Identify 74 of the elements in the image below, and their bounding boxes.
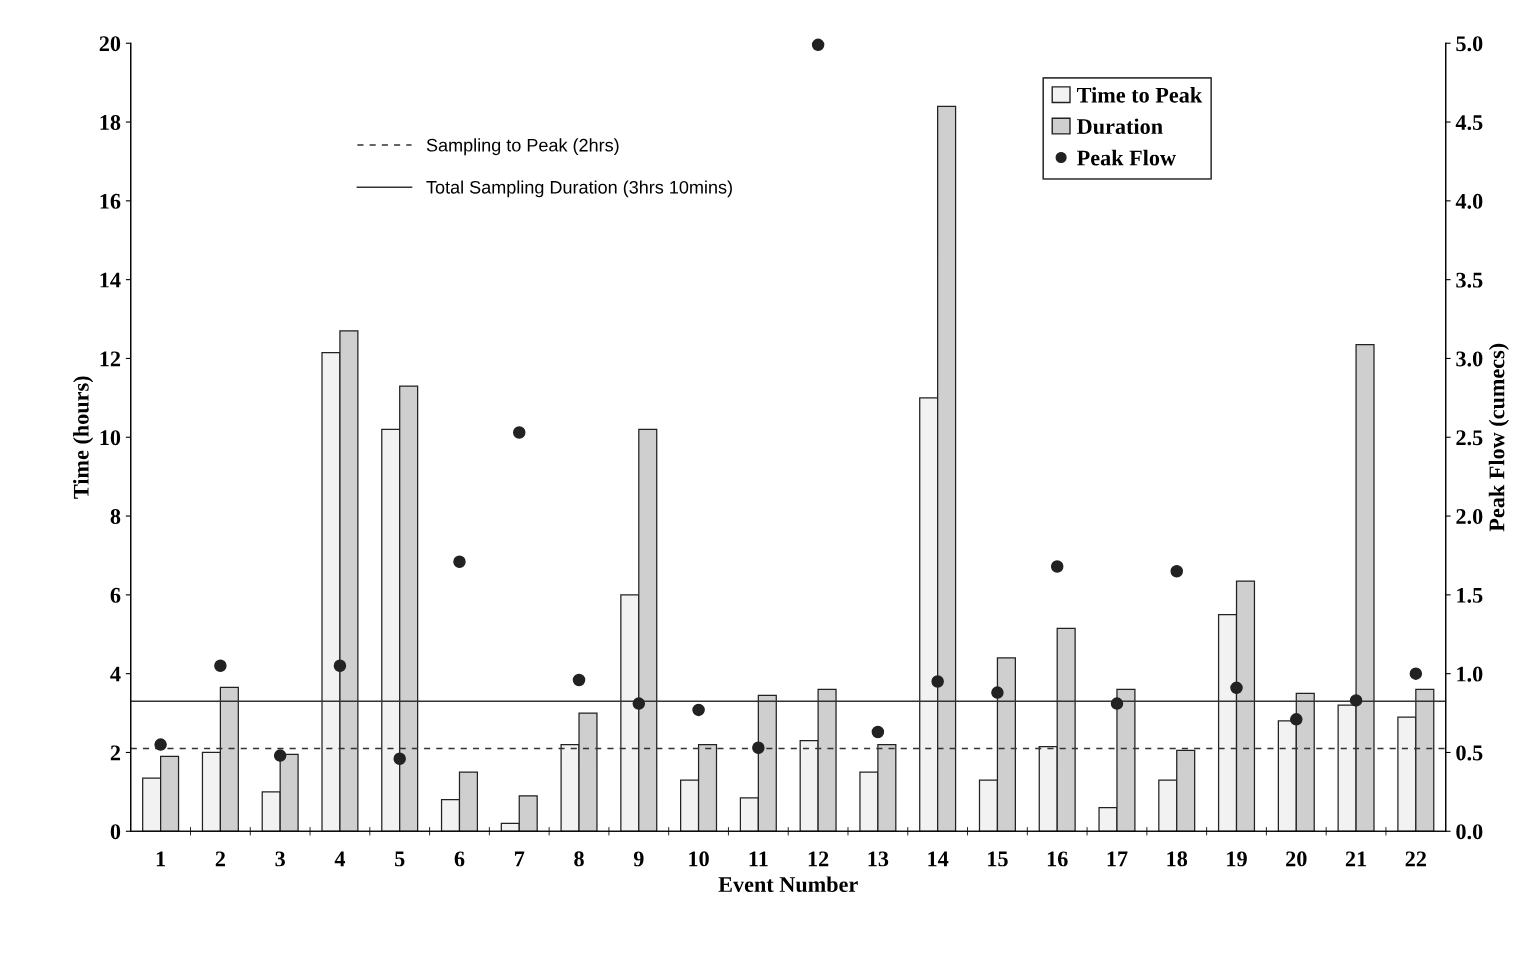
- x-tick-label: 14: [928, 851, 949, 867]
- x-tick-label: 17: [1107, 851, 1128, 867]
- y-tick-label: 8: [110, 508, 121, 524]
- y2-axis-title: Peak Flow (cumecs): [1488, 343, 1509, 532]
- point: [752, 741, 765, 754]
- point: [214, 659, 227, 673]
- y-tick-label: 20: [99, 36, 121, 52]
- point: [154, 738, 167, 751]
- x-tick-label: 4: [334, 851, 346, 867]
- point: [333, 659, 347, 673]
- x-tick-label: 13: [868, 851, 889, 867]
- point: [572, 673, 586, 687]
- x-tick-label: 12: [808, 851, 829, 867]
- x-tick-label: 15: [988, 851, 1008, 867]
- point: [931, 675, 944, 688]
- point: [512, 426, 526, 439]
- y-tick-label: 10: [100, 430, 121, 446]
- y2-tick-label: 4.5: [1455, 115, 1483, 131]
- x-tick-label: 1: [156, 851, 166, 867]
- y2-tick-label: 5.0: [1456, 36, 1483, 52]
- point: [632, 697, 646, 710]
- point: [393, 752, 406, 766]
- y-tick-label: 6: [110, 587, 121, 603]
- x-tick-label: 21: [1345, 851, 1367, 867]
- legend-label: Total Sampling Duration (3hrs 10mins): [426, 180, 732, 198]
- point: [871, 725, 885, 739]
- y2-tick-label: 2.0: [1456, 508, 1483, 525]
- x-tick-label: 7: [514, 851, 525, 867]
- point: [991, 686, 1004, 699]
- y2-tick-label: 2.5: [1456, 430, 1483, 446]
- x-tick-label: 19: [1227, 851, 1247, 867]
- x-tick-label: 6: [454, 851, 465, 867]
- x-tick-label: 10: [689, 851, 709, 867]
- x-tick-label: 20: [1286, 851, 1307, 867]
- y-tick-label: 16: [100, 193, 121, 209]
- point: [1110, 697, 1124, 710]
- legend-label: Time to Peak: [1077, 87, 1203, 103]
- point: [692, 703, 705, 717]
- point: [273, 749, 287, 762]
- y-axis-title: Time (hours): [73, 376, 94, 499]
- point: [1409, 667, 1423, 680]
- y2-tick-label: 0.5: [1456, 745, 1483, 761]
- y2-tick-label: 3.5: [1456, 272, 1483, 288]
- point: [1290, 713, 1303, 726]
- y-tick-label: 0: [110, 824, 121, 840]
- point: [1050, 560, 1064, 573]
- legend-label: Sampling to Peak (2hrs): [426, 138, 619, 156]
- legend-label: Duration: [1077, 118, 1163, 135]
- x-tick-label: 11: [749, 851, 768, 867]
- y2-tick-label: 4.0: [1455, 193, 1483, 209]
- x-tick-label: 3: [275, 851, 285, 867]
- x-tick-label: 9: [633, 851, 644, 867]
- y2-tick-label: 1.5: [1457, 587, 1483, 603]
- y2-tick-label: 3.0: [1456, 351, 1483, 367]
- y2-tick-label: 1.0: [1457, 666, 1483, 682]
- x-tick-label: 16: [1047, 851, 1068, 867]
- legend-label: Peak Flow: [1077, 149, 1176, 166]
- x-axis-title: Event Number: [718, 876, 858, 893]
- point: [811, 38, 825, 52]
- y-tick-label: 12: [100, 351, 121, 367]
- point: [1349, 694, 1363, 707]
- y-tick-label: 2: [110, 745, 121, 761]
- point: [1170, 564, 1183, 578]
- y-tick-label: 14: [100, 272, 121, 288]
- x-tick-label: 22: [1405, 851, 1426, 867]
- y-tick-label: 4: [110, 666, 121, 682]
- y-tick-label: 18: [100, 114, 121, 130]
- x-tick-label: 5: [395, 851, 405, 867]
- x-tick-label: 2: [215, 851, 225, 867]
- x-tick-label: 8: [574, 851, 584, 867]
- y2-tick-label: 0.0: [1456, 824, 1483, 840]
- point: [453, 555, 466, 569]
- x-tick-label: 18: [1167, 851, 1188, 867]
- point: [1230, 681, 1243, 695]
